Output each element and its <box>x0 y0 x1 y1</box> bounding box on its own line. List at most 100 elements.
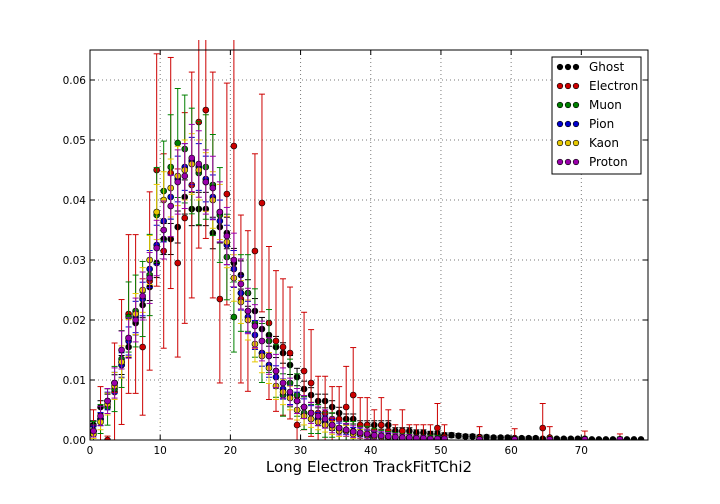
data-point <box>167 202 175 210</box>
data-point <box>307 379 315 387</box>
data-point <box>181 172 189 180</box>
data-point <box>349 428 357 435</box>
legend: Ghost Electron Muon Pion Kaon Proton <box>551 56 642 175</box>
data-point <box>525 434 532 440</box>
data-point <box>335 424 343 432</box>
data-point <box>546 436 554 440</box>
data-point <box>504 434 511 440</box>
legend-label: Kaon <box>589 136 619 150</box>
data-point <box>251 322 259 330</box>
legend-item-pion: Pion <box>556 117 614 131</box>
data-point <box>230 313 238 321</box>
legend-label: Pion <box>589 117 614 131</box>
legend-marker <box>564 120 572 128</box>
data-point <box>588 436 596 440</box>
data-point <box>483 433 490 440</box>
legend-marker <box>564 158 572 166</box>
data-point <box>518 434 525 440</box>
data-point <box>476 436 483 440</box>
data-point <box>539 424 547 432</box>
y-tick-label: 0.05 <box>63 135 86 147</box>
legend-marker <box>572 101 580 109</box>
data-point <box>202 106 210 114</box>
data-point <box>237 280 245 288</box>
data-point <box>104 436 111 440</box>
data-point <box>279 379 287 387</box>
legend-marker <box>556 82 564 90</box>
data-point <box>125 334 132 342</box>
data-point <box>258 199 266 207</box>
data-point <box>300 403 308 411</box>
x-tick-label: 10 <box>154 445 167 457</box>
legend-marker <box>572 82 580 90</box>
data-point <box>279 343 287 351</box>
data-point <box>377 432 385 440</box>
data-point <box>392 433 399 440</box>
data-point <box>497 434 504 440</box>
x-tick-label: 50 <box>434 445 447 457</box>
data-point <box>616 436 624 440</box>
y-tick-label: 0.01 <box>63 375 86 387</box>
data-point <box>139 292 146 300</box>
data-point <box>244 307 252 315</box>
data-point <box>132 316 139 324</box>
y-tick-label: 0.06 <box>63 75 87 87</box>
legend-label: Ghost <box>589 60 624 74</box>
legend-item-proton: Proton <box>556 155 628 169</box>
data-point <box>174 139 182 147</box>
data-point <box>90 427 97 435</box>
data-point <box>97 412 104 420</box>
data-point <box>272 367 280 375</box>
legend-marker <box>572 63 580 71</box>
axis-ticks: 0 10 20 30 40 50 60 70 0.00 0.01 0.02 0.03 0.04 0.05 0… <box>63 50 648 457</box>
data-point <box>441 435 448 440</box>
data-point <box>195 160 203 168</box>
data-point <box>602 436 610 440</box>
data-point <box>595 436 603 440</box>
data-point <box>399 434 406 440</box>
data-point <box>413 434 420 440</box>
data-series-layer <box>90 40 645 440</box>
data-point <box>293 397 301 405</box>
legend-label: Electron <box>589 79 638 93</box>
data-point <box>111 379 118 387</box>
data-point <box>363 430 371 438</box>
data-point <box>321 415 329 423</box>
data-point <box>434 424 441 432</box>
data-point <box>293 421 301 429</box>
data-point <box>560 435 568 440</box>
data-point <box>406 434 413 440</box>
data-point <box>174 259 182 267</box>
legend-marker <box>564 82 572 90</box>
data-point <box>188 154 196 162</box>
data-point <box>623 436 631 440</box>
y-tick-label: 0.00 <box>63 435 86 447</box>
data-point <box>139 343 146 351</box>
data-point <box>328 421 336 429</box>
legend-item-kaon: Kaon <box>556 136 619 150</box>
series-proton <box>90 123 624 440</box>
data-point <box>609 436 617 440</box>
data-point <box>251 247 259 255</box>
data-point <box>265 352 273 360</box>
legend-box <box>551 56 642 175</box>
data-point <box>174 178 182 186</box>
x-tick-label: 20 <box>224 445 237 457</box>
data-point <box>455 432 462 440</box>
data-point <box>118 346 125 354</box>
x-tick-label: 60 <box>504 445 517 457</box>
data-point <box>160 226 167 234</box>
data-point <box>216 208 224 216</box>
data-point <box>448 431 455 439</box>
data-point <box>146 274 153 282</box>
data-point <box>469 433 476 440</box>
data-point <box>300 367 308 375</box>
y-tick-label: 0.02 <box>63 315 86 327</box>
plot-frame <box>89 49 649 441</box>
x-tick-label: 40 <box>364 445 377 457</box>
data-point <box>567 435 575 440</box>
legend-marker <box>572 158 580 166</box>
legend-item-muon: Muon <box>556 98 622 112</box>
legend-marker <box>556 139 564 147</box>
data-point <box>434 435 441 440</box>
